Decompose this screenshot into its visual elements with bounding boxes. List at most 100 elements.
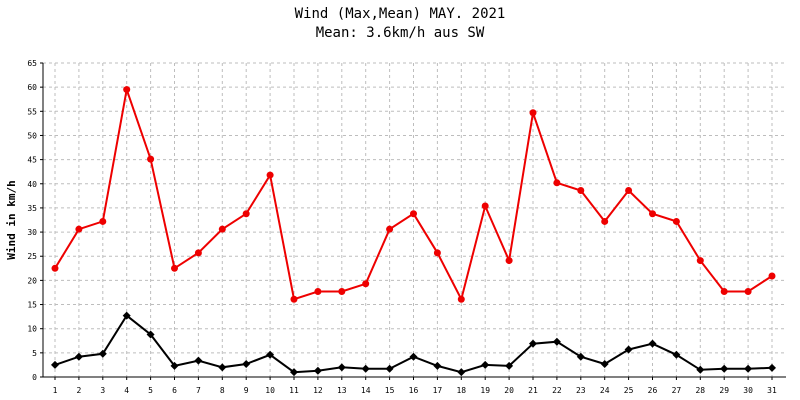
x-tick-label: 27 [672, 386, 682, 395]
x-tick-label: 19 [480, 386, 490, 395]
x-tick-label: 7 [196, 386, 201, 395]
y-tick-labels: 0 5 10 15 20 25 30 35 40 45 50 55 60 65 [27, 59, 37, 382]
data-point [481, 360, 490, 369]
data-point [457, 295, 465, 303]
x-tick-label: 3 [100, 386, 105, 395]
y-tick-label: 40 [27, 180, 37, 189]
y-tick-label: 50 [27, 131, 37, 140]
data-point [481, 202, 489, 210]
data-point [601, 217, 609, 225]
data-point [171, 264, 178, 272]
y-tick-label: 5 [32, 349, 37, 358]
y-tick-label: 10 [27, 325, 37, 334]
data-point [600, 359, 609, 368]
data-point [218, 225, 226, 233]
x-tick-label: 17 [433, 386, 443, 395]
data-point [672, 350, 681, 359]
series-lines [51, 85, 776, 377]
data-point [649, 210, 656, 218]
data-point [576, 352, 585, 361]
y-tick-label: 35 [27, 204, 37, 213]
data-point [74, 352, 83, 361]
x-tick-label: 10 [265, 386, 275, 395]
y-axis-label: Wind in km/h [5, 180, 18, 259]
data-point [744, 364, 753, 373]
data-point [266, 350, 275, 359]
data-point [529, 339, 537, 348]
data-point [672, 217, 680, 225]
data-point [648, 339, 657, 348]
y-tick-label: 25 [27, 252, 37, 261]
data-point [696, 365, 705, 374]
data-point [290, 368, 298, 377]
x-tick-label: 4 [124, 386, 129, 395]
data-point [75, 225, 83, 233]
data-point [744, 287, 752, 295]
data-point [146, 330, 155, 339]
x-tick-label: 25 [624, 386, 634, 395]
x-tick-label: 15 [385, 386, 395, 395]
data-point [51, 360, 59, 369]
x-tick-label: 22 [552, 386, 562, 395]
data-point [99, 217, 107, 225]
data-point [552, 337, 561, 346]
data-point [410, 210, 417, 218]
data-point [242, 359, 251, 368]
data-point [696, 257, 704, 265]
x-tick-label: 2 [76, 386, 81, 395]
data-point [147, 155, 155, 163]
x-tick-label: 1 [53, 386, 58, 395]
x-tick-label: 8 [220, 386, 225, 395]
x-tick-label: 30 [743, 386, 753, 395]
x-tick-label: 24 [600, 386, 610, 395]
data-point [577, 187, 585, 195]
x-tick-label: 12 [313, 386, 323, 395]
data-point [362, 280, 370, 288]
data-point [624, 345, 633, 354]
data-point [505, 361, 514, 370]
axes [40, 62, 786, 380]
x-tick-label: 18 [456, 386, 466, 395]
data-point [361, 364, 370, 373]
data-point [266, 171, 274, 179]
x-tick-label: 13 [337, 386, 347, 395]
data-point [625, 187, 633, 195]
x-tick-label: 5 [148, 386, 153, 395]
data-point [720, 287, 728, 295]
data-point [122, 311, 131, 320]
series-max [51, 85, 776, 303]
y-tick-label: 30 [27, 228, 37, 237]
data-point [768, 363, 776, 372]
data-point [433, 361, 442, 370]
x-tick-label: 9 [244, 386, 249, 395]
data-point [433, 249, 441, 257]
x-tick-label: 6 [172, 386, 177, 395]
data-point [194, 356, 203, 365]
x-tick-label: 26 [648, 386, 658, 395]
data-point [337, 363, 346, 372]
chart-title: Wind (Max,Mean) MAY. 2021 [295, 6, 506, 22]
x-tick-label: 29 [719, 386, 729, 395]
y-tick-label: 65 [27, 59, 37, 68]
data-point [170, 361, 179, 370]
data-point [386, 225, 394, 233]
y-tick-label: 20 [27, 276, 37, 285]
data-point [505, 257, 513, 265]
data-point [98, 349, 107, 358]
x-tick-label: 21 [528, 386, 538, 395]
x-tick-labels: 1 2 3 4 5 6 7 8 9 10 11 12 13 14 15 16 17 18 19 20 21 22 23 24 2… [53, 386, 777, 395]
series-mean [51, 311, 776, 377]
data-point [194, 249, 202, 257]
data-point [768, 272, 776, 280]
data-point [385, 364, 394, 373]
x-tick-label: 28 [695, 386, 705, 395]
data-point [457, 368, 466, 377]
y-tick-label: 60 [27, 83, 37, 92]
x-tick-label: 31 [767, 386, 777, 395]
x-tick-label: 23 [576, 386, 586, 395]
data-point [313, 366, 322, 375]
x-tick-label: 20 [504, 386, 514, 395]
data-point [553, 179, 561, 187]
x-tick-label: 16 [409, 386, 419, 395]
